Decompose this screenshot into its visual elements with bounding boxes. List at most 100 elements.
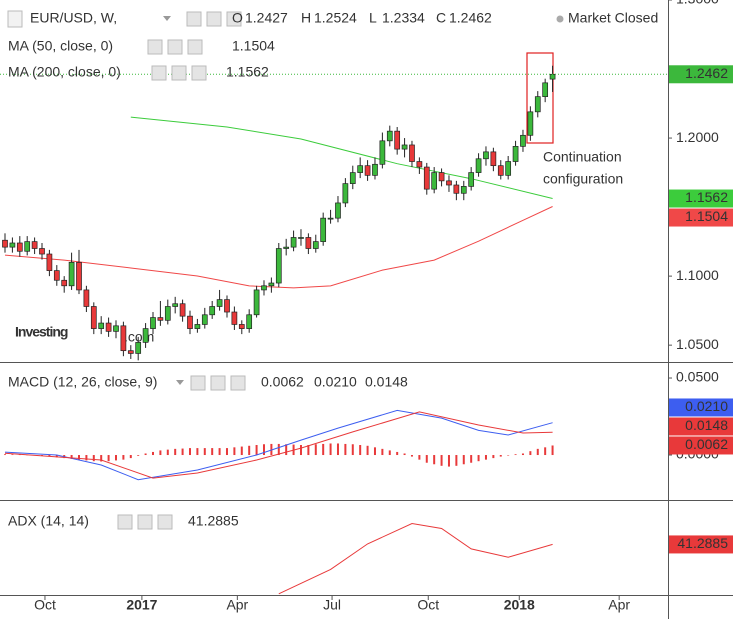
legend-value: 1.1562 [226,64,269,80]
status-dot [556,15,564,23]
legend-icon[interactable] [230,375,246,391]
histogram-bar [425,455,428,463]
candle-body [31,241,38,249]
value-box-label: 41.2885 [677,535,728,551]
histogram-bar [336,443,339,456]
x-tick-label: Oct [417,597,439,613]
value-box [669,436,733,455]
legend-icon[interactable] [147,39,163,55]
histogram-bar [351,444,354,456]
candle-body [61,279,68,287]
histogram-bar [499,455,502,457]
histogram-bar [4,454,7,456]
candle-body [194,324,201,329]
histogram-bar [262,444,265,456]
candle-body [16,242,23,252]
x-tick-label: Apr [608,597,630,613]
candle-body [83,289,90,307]
indicator-line [4,411,553,479]
candle-body [394,130,401,150]
candle-body [446,180,452,186]
indicator-line [130,116,553,199]
value-box [669,417,733,436]
candle-body [172,303,179,307]
ohlc-label: L [369,10,377,26]
legend-value: 41.2885 [188,513,239,529]
histogram-bar [299,445,302,456]
y-tick-label: 0.0500 [676,369,719,385]
legend-icon[interactable] [186,11,202,27]
dropdown[interactable] [163,16,171,21]
symbol-icon[interactable] [7,10,23,28]
candle-body [320,217,327,242]
legend-icon[interactable] [157,514,173,530]
value-box-label: 0.0062 [685,436,728,452]
candle-body [401,144,408,150]
x-tick-label: Apr [226,597,248,613]
histogram-bar [507,455,510,456]
histogram-bar [114,455,117,461]
legend-icon[interactable] [190,375,206,391]
histogram-bar [218,448,221,456]
histogram-bar [492,455,495,459]
indicator-line [4,409,553,481]
histogram-bar [477,455,480,462]
legend-icon[interactable] [206,11,222,27]
legend-icon[interactable] [167,39,183,55]
candle-body [542,82,549,97]
histogram-bar [129,455,132,459]
candle-body [431,172,438,190]
histogram-bar [255,445,258,456]
value-box-label: 1.1562 [685,189,728,205]
candle-body [534,96,541,113]
histogram-bar [388,450,391,456]
legend-icon[interactable] [226,11,242,27]
candle-body [216,299,223,307]
dropdown[interactable] [176,380,184,385]
legend-icon[interactable] [210,375,226,391]
candle-body [224,299,230,313]
legend-icon[interactable] [191,65,207,81]
histogram-bar [307,445,310,456]
candle-body [505,161,512,176]
legend-icon[interactable] [187,39,203,55]
candle-body [372,163,378,176]
candle-body [2,239,8,248]
candle-body [68,261,75,287]
histogram-bar [484,455,487,460]
legend-name: MA (200, close, 0) [8,64,121,80]
indicator-name: ADX (14, 14) [8,513,89,529]
legend-icon[interactable] [151,65,167,81]
histogram-bar [514,454,517,456]
indicator-name: MACD (12, 26, close, 9) [8,374,157,390]
candle-body [39,248,45,255]
ohlc-value: 1.2462 [449,10,492,26]
histogram-bar [174,448,177,456]
histogram-bar [151,451,154,456]
value-box-label: 0.0210 [685,398,728,414]
x-tick-label: 2018 [504,597,535,613]
histogram-bar [159,450,162,456]
candle-body [520,134,526,147]
histogram-bar [181,448,184,456]
chart-title: EUR/USD, W, [30,10,117,26]
ohlc-value: 1.2524 [314,10,357,26]
legend-icon[interactable] [137,514,153,530]
legend-icon[interactable] [171,65,187,81]
histogram-bar [536,448,539,456]
ohlc-value: 1.2427 [245,10,288,26]
y-tick-label: 1.2000 [676,129,719,145]
y-tick-label: 1.0500 [676,336,719,352]
candle-body [179,303,186,317]
legend-icon[interactable] [117,514,133,530]
candle-body [423,166,430,190]
histogram-bar [314,444,317,456]
histogram-bar [373,447,376,456]
histogram-bar [462,455,465,465]
candle-body [201,314,208,325]
candle-body [238,324,245,329]
histogram-bar [70,455,73,459]
candle-body [105,322,112,332]
candle-body [246,314,253,329]
